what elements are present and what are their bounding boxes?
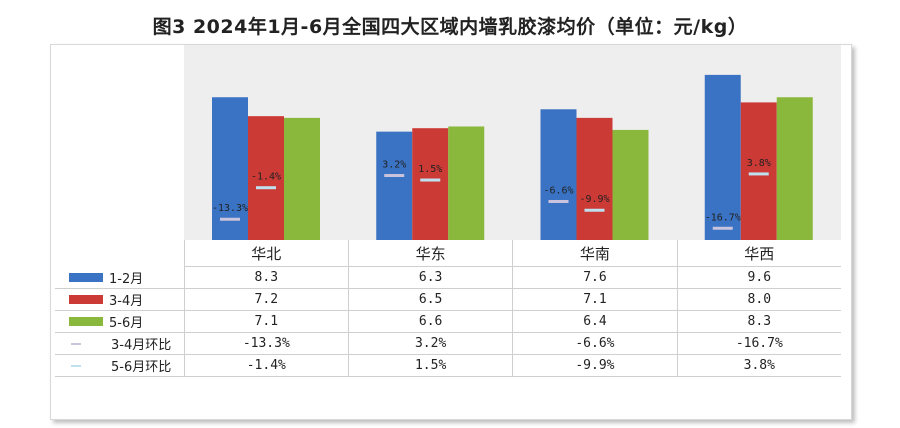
table-cell: 8.3: [183, 266, 349, 289]
data-table: 华北 华东 华南 华西 1-2月 8.3 6.3 7.6 9.6 3-4月 7.…: [55, 240, 841, 377]
change-label: 1.5%: [418, 164, 442, 175]
table-row: 1-2月 8.3 6.3 7.6 9.6: [55, 266, 841, 289]
column-header: 华北: [183, 240, 349, 267]
table-cell: 6.3: [347, 266, 513, 289]
table-cell: 8.0: [676, 288, 841, 311]
legend-entry: 3-4月: [55, 288, 185, 311]
legend-entry: 5-6月环比: [55, 354, 185, 377]
bar: [704, 74, 741, 240]
table-cell: 6.6: [347, 310, 513, 333]
table-row: 3-4月 7.2 6.5 7.1 8.0: [55, 288, 841, 311]
table-cell: 6.4: [512, 310, 678, 333]
change-marker: [584, 208, 605, 212]
table-cell: 8.3: [676, 310, 841, 333]
bar: [448, 126, 485, 240]
table-cell: -13.3%: [183, 332, 349, 355]
bar: [740, 102, 777, 241]
table-cell: 7.1: [512, 288, 678, 311]
legend-key-c1: [71, 342, 81, 345]
table-cell: 6.5: [347, 288, 513, 311]
table-corner: [55, 240, 184, 267]
bar: [540, 109, 577, 240]
table-cell: -6.6%: [512, 332, 678, 355]
change-marker: [420, 178, 441, 182]
change-label: -16.7%: [705, 212, 741, 223]
legend-entry: 3-4月环比: [55, 332, 185, 355]
bar: [212, 97, 248, 241]
change-label: 3.2%: [382, 160, 406, 171]
change-marker: [712, 226, 733, 230]
change-marker: [548, 199, 569, 203]
bar: [248, 116, 284, 240]
legend-key-s3: [69, 317, 103, 326]
table-header-row: 华北 华东 华南 华西: [55, 240, 841, 267]
legend-key-c2: [71, 364, 81, 367]
table-cell: -1.4%: [183, 354, 349, 377]
bar: [576, 117, 613, 240]
change-marker: [384, 174, 405, 178]
change-marker: [220, 217, 240, 221]
bar: [284, 117, 320, 240]
legend-entry: 5-6月: [55, 310, 185, 333]
bar: [412, 128, 449, 240]
table-cell: 7.1: [183, 310, 349, 333]
change-label: -13.3%: [212, 203, 248, 214]
column-header: 华南: [512, 240, 678, 267]
change-marker: [748, 172, 769, 176]
table-row: 5-6月环比 -1.4% 1.5% -9.9% 3.8%: [55, 354, 841, 377]
bar: [376, 131, 413, 240]
change-label: -6.6%: [543, 185, 573, 196]
column-header: 华东: [347, 240, 513, 267]
table-cell: 1.5%: [347, 354, 513, 377]
legend-key-s2: [69, 295, 103, 304]
table-cell: -16.7%: [676, 332, 841, 355]
column-header: 华西: [676, 240, 841, 267]
bar: [612, 129, 649, 240]
change-marker: [256, 186, 276, 190]
legend-key-s1: [69, 272, 103, 282]
change-label: -1.4%: [251, 172, 281, 183]
table-cell: 7.2: [183, 288, 349, 311]
table-cell: 7.6: [512, 266, 678, 289]
table-row: 3-4月环比 -13.3% 3.2% -6.6% -16.7%: [55, 332, 841, 355]
table-cell: -9.9%: [512, 354, 678, 377]
table-cell: 3.8%: [676, 354, 841, 377]
table-cell: 3.2%: [347, 332, 513, 355]
bar: [776, 97, 813, 241]
chart-title: 图3 2024年1月-6月全国四大区域内墙乳胶漆均价（单位：元/kg）: [152, 16, 748, 38]
table-cell: 9.6: [676, 266, 841, 289]
change-label: -9.9%: [579, 194, 609, 205]
change-label: 3.8%: [747, 158, 771, 169]
table-row: 5-6月 7.1 6.6 6.4 8.3: [55, 310, 841, 333]
legend-entry: 1-2月: [55, 266, 185, 289]
